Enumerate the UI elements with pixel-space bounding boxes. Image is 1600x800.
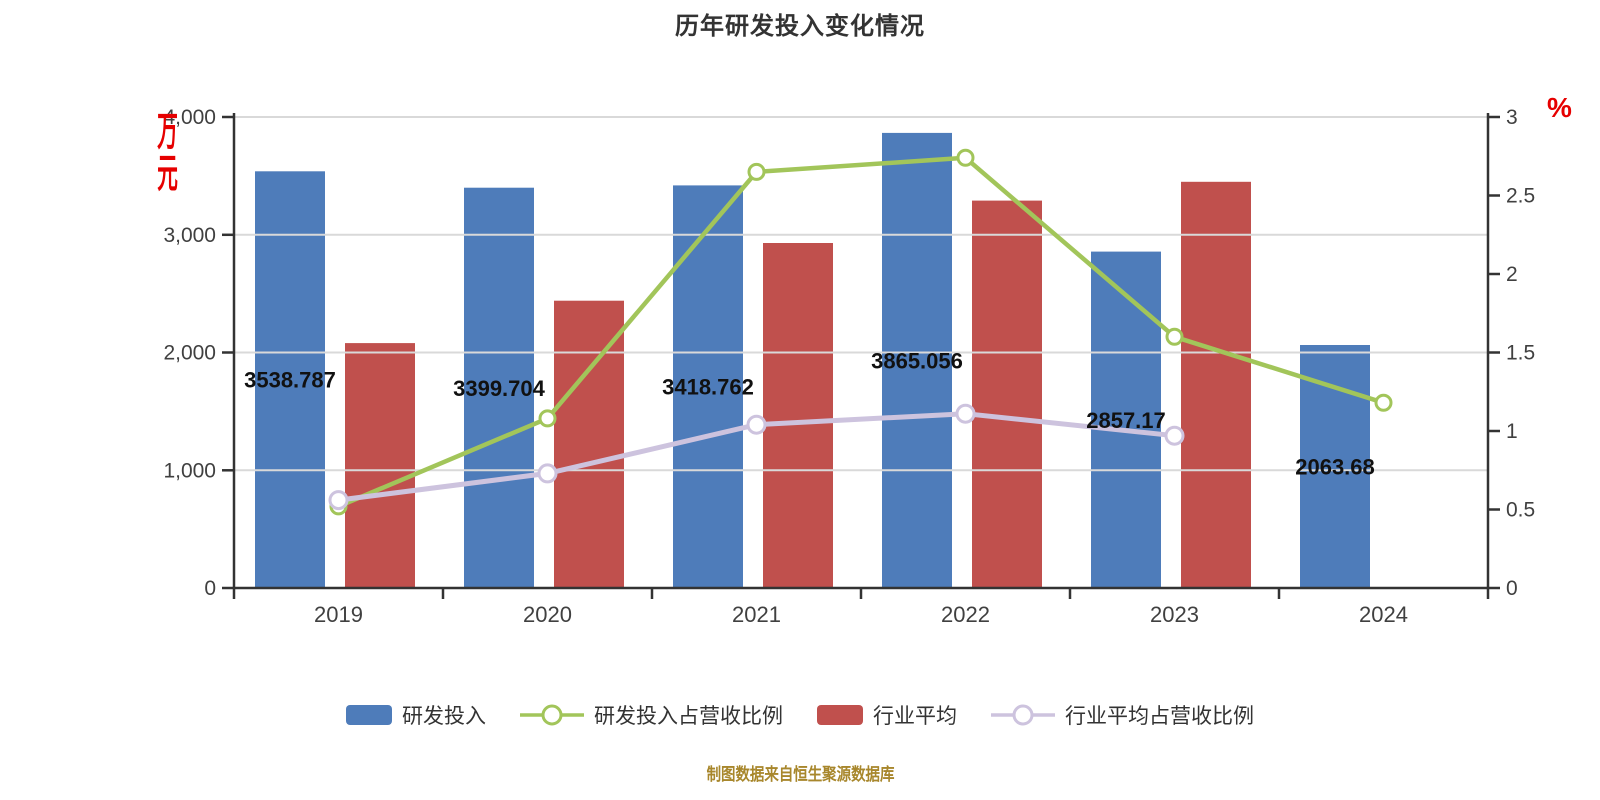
right-tick-label-1: 1 (1506, 420, 1518, 443)
bar-rd_investment-2019 (255, 171, 325, 589)
right-tick-label-2.5: 2.5 (1506, 185, 1535, 208)
x-label-2019: 2019 (314, 602, 363, 627)
left-tick-label-2,000: 2,000 (163, 342, 216, 365)
right-tick-label-0.5: 0.5 (1506, 499, 1535, 522)
bar-rd_investment-2022 (882, 132, 952, 588)
legend-label-rd_investment: 研发投入 (402, 705, 486, 728)
marker-rd_revenue_ratio-5 (1374, 393, 1393, 412)
marker-rd_revenue_ratio-1 (538, 409, 557, 428)
data-label-rd_investment-2022: 3865.056 (871, 348, 963, 373)
legend-swatch-icon-industry_avg (817, 705, 863, 725)
legend-line-marker-icon-industry_avg_revenue_ratio (991, 704, 1055, 726)
left-tick-label-1,000: 1,000 (163, 459, 216, 482)
legend-item-rd_revenue_ratio[interactable]: 研发投入占营收比例 (520, 700, 783, 730)
x-label-2020: 2020 (523, 602, 572, 627)
data-label-rd_investment-2021: 3418.762 (662, 375, 754, 400)
legend-item-rd_investment[interactable]: 研发投入 (346, 700, 486, 730)
marker-rd_revenue_ratio-3 (956, 148, 975, 167)
chart-footer-text: 制图数据来自恒生聚源数据库 (706, 765, 894, 784)
marker-industry_avg_revenue_ratio-1 (537, 463, 558, 484)
line-rd_revenue_ratio (337, 155, 1385, 509)
x-label-2022: 2022 (941, 602, 990, 627)
right-tick-label-0: 0 (1506, 577, 1518, 600)
data-label-rd_investment-2023: 2857.17 (1086, 408, 1166, 433)
data-label-rd_investment-2019: 3538.787 (244, 368, 336, 393)
x-label-2023: 2023 (1150, 602, 1199, 627)
legend-swatch-icon-rd_investment (346, 705, 392, 725)
legend-label-rd_revenue_ratio: 研发投入占营收比例 (594, 705, 783, 728)
bar-industry_avg-2023 (1181, 181, 1251, 589)
legend-item-industry_avg_revenue_ratio[interactable]: 行业平均占营收比例 (991, 700, 1254, 730)
bar-rd_investment-2020 (464, 187, 534, 588)
marker-rd_revenue_ratio-2 (747, 162, 766, 181)
marker-industry_avg_revenue_ratio-4 (1164, 425, 1185, 446)
bar-industry_avg-2022 (972, 200, 1042, 588)
chart-footer: 制图数据来自恒生聚源数据库 (0, 760, 1600, 785)
right-tick-label-2: 2 (1506, 263, 1518, 286)
left-tick-label-3,000: 3,000 (163, 224, 216, 247)
marker-industry_avg_revenue_ratio-2 (746, 414, 767, 435)
right-tick-label-3: 3 (1506, 106, 1518, 129)
left-axis-unit-label: 万元 (153, 110, 177, 194)
legend-label-industry_avg_revenue_ratio: 行业平均占营收比例 (1065, 705, 1254, 728)
legend-item-industry_avg[interactable]: 行业平均 (817, 700, 957, 730)
bar-rd_investment-2021 (673, 185, 743, 588)
x-label-2024: 2024 (1359, 602, 1408, 627)
left-tick-label-4,000: 4,000 (163, 106, 216, 129)
data-label-rd_investment-2024: 2063.68 (1295, 455, 1375, 480)
bar-rd_investment-2023 (1091, 251, 1161, 588)
left-tick-label-0: 0 (204, 577, 216, 600)
right-axis-unit-label: % (1547, 92, 1572, 123)
bar-industry_avg-2019 (345, 343, 415, 588)
data-label-rd_investment-2020: 3399.704 (453, 376, 546, 401)
marker-industry_avg_revenue_ratio-0 (328, 490, 349, 511)
legend-line-marker-icon-rd_revenue_ratio (520, 704, 584, 726)
chart-title: 历年研发投入变化情况 (675, 13, 925, 40)
marker-industry_avg_revenue_ratio-3 (955, 403, 976, 424)
chart-legend: 研发投入 研发投入占营收比例 行业平均 行业平均占营收比例 (0, 700, 1600, 730)
bar-industry_avg-2021 (763, 243, 833, 588)
x-label-2021: 2021 (732, 602, 781, 627)
marker-rd_revenue_ratio-4 (1165, 327, 1184, 346)
right-tick-label-1.5: 1.5 (1506, 342, 1535, 365)
bar-industry_avg-2020 (554, 300, 624, 588)
legend-label-industry_avg: 行业平均 (873, 705, 957, 728)
